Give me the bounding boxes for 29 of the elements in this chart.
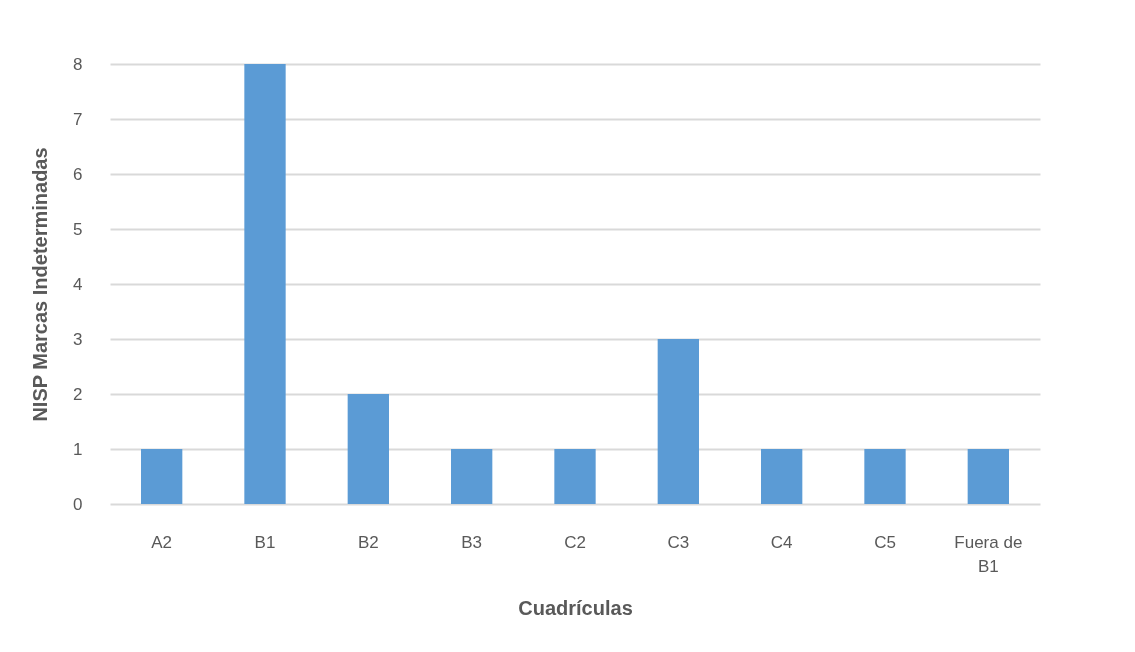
x-tick-label: Fuera de B1 bbox=[954, 532, 1023, 576]
y-tick-label: 8 bbox=[73, 54, 83, 74]
x-tick-label: B2 bbox=[357, 532, 379, 552]
bar bbox=[141, 449, 183, 504]
x-tick-label: C3 bbox=[667, 532, 690, 552]
bar bbox=[244, 64, 286, 504]
y-tick-label: 4 bbox=[73, 274, 83, 294]
bar bbox=[554, 449, 596, 504]
x-tick-label: B3 bbox=[461, 532, 483, 552]
bar bbox=[864, 449, 906, 504]
x-tick-label: A2 bbox=[151, 532, 173, 552]
bar bbox=[347, 394, 389, 504]
bar bbox=[451, 449, 493, 504]
x-tick-label: C4 bbox=[770, 532, 793, 552]
bar bbox=[761, 449, 803, 504]
bar bbox=[967, 449, 1009, 504]
y-axis-title: NISP Marcas Indeterminadas bbox=[29, 147, 52, 422]
x-tick-label: C2 bbox=[564, 532, 586, 552]
x-axis-title: Cuadrículas bbox=[518, 596, 633, 619]
x-tick-label: C5 bbox=[874, 532, 896, 552]
y-tick-label: 6 bbox=[73, 164, 83, 184]
y-tick-label: 2 bbox=[73, 384, 83, 404]
y-tick-label: 1 bbox=[73, 439, 83, 459]
y-tick-label: 0 bbox=[73, 494, 83, 514]
x-tick-label: B1 bbox=[254, 532, 276, 552]
y-tick-label: 5 bbox=[73, 219, 83, 239]
bar bbox=[657, 339, 699, 504]
y-tick-label: 3 bbox=[73, 329, 83, 349]
y-tick-label: 7 bbox=[73, 109, 83, 129]
